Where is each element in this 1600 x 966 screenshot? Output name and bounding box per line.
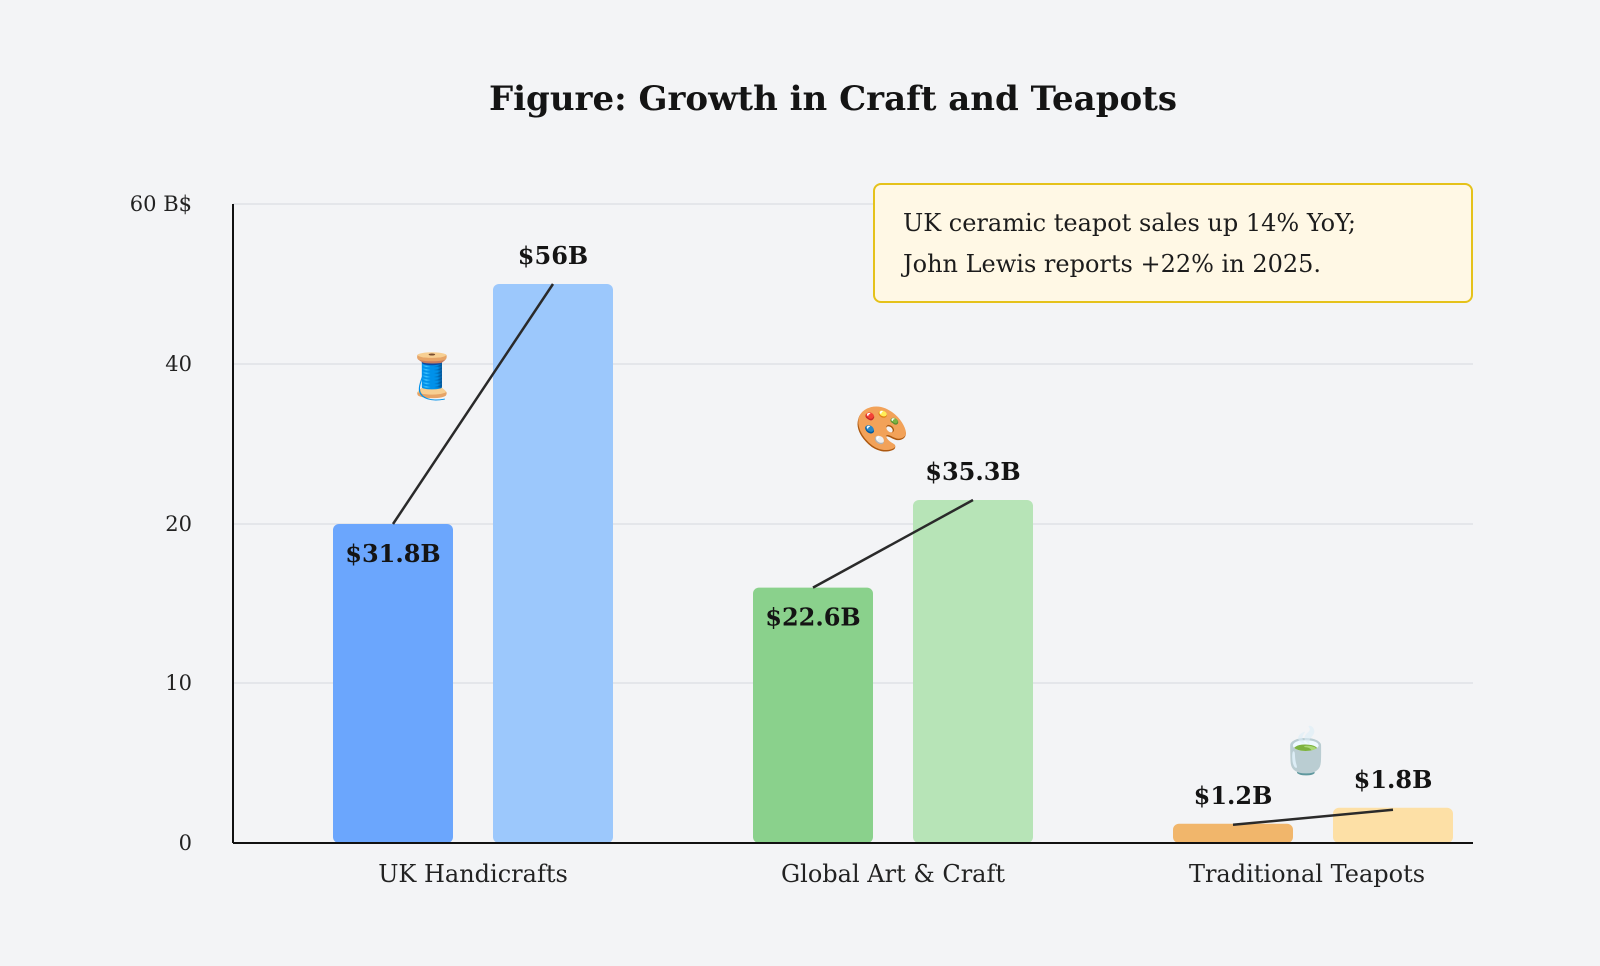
thread-spool-icon: 🧵 (405, 351, 460, 402)
value-labels: $31.8B $56B $22.6B $35.3B $1.2B $1.8B (345, 241, 1432, 810)
chart-title: Figure: Growth in Craft and Teapots (489, 79, 1177, 119)
annotation-line-2: John Lewis reports +22% in 2025. (903, 250, 1322, 278)
y-tick-label: 10 (165, 671, 192, 695)
bar (1173, 823, 1293, 843)
x-category-label: Global Art & Craft (781, 860, 1005, 888)
value-label: $1.8B (1354, 765, 1433, 794)
connector-lines (391, 283, 1394, 827)
y-tick-label: 0 (179, 831, 192, 855)
connector-line (391, 283, 555, 525)
bar (493, 284, 613, 843)
bars (333, 284, 1453, 843)
value-label: $1.2B (1194, 781, 1273, 810)
teacup-icon: 🍵 (1279, 724, 1334, 777)
y-tick-label: 40 (165, 352, 192, 376)
connector-line (812, 498, 974, 589)
annotation-line-1: UK ceramic teapot sales up 14% YoY; (903, 209, 1356, 237)
bar (333, 524, 453, 843)
artist-palette-icon: 🎨 (855, 402, 910, 455)
connector-line (1232, 808, 1394, 827)
category-icons: 🧵 🎨 🍵 (405, 351, 1334, 777)
value-label: $35.3B (925, 457, 1020, 486)
bar (753, 587, 873, 843)
value-label: $56B (518, 241, 588, 270)
annotation-box: UK ceramic teapot sales up 14% YoY; John… (873, 183, 1473, 303)
x-category-label: UK Handicrafts (378, 860, 568, 888)
value-label: $22.6B (765, 603, 860, 632)
bar (913, 500, 1033, 843)
y-tick-label: 60 B$ (130, 192, 192, 216)
value-label: $31.8B (345, 539, 440, 568)
y-tick-label: 20 (165, 512, 192, 536)
bar (1333, 807, 1453, 843)
x-category-label: Traditional Teapots (1189, 860, 1425, 888)
axes: 0 10 20 40 60 B$ UK Handicrafts Global Art & C… (130, 192, 1473, 888)
